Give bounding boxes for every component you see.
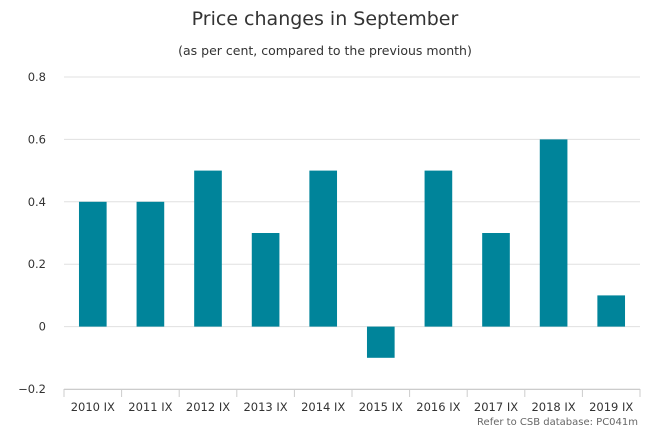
bar[interactable] [366,326,395,358]
bar[interactable] [78,201,107,327]
source-credit[interactable]: Refer to CSB database: PC041m [477,417,638,428]
x-tick-label: 2016 IX [416,400,460,414]
x-tick-label: 2015 IX [359,400,403,414]
bar[interactable] [194,170,222,327]
x-tick-label: 2019 IX [589,400,633,414]
chart-subtitle: (as per cent, compared to the previous m… [178,43,472,58]
bar[interactable] [597,295,626,327]
x-tick-label: 2012 IX [186,400,230,414]
x-tick-label: 2014 IX [301,400,345,414]
bar[interactable] [309,170,338,327]
y-tick-label: 0.2 [28,257,46,271]
y-tick-label: −0.2 [18,382,46,396]
x-tick-label: 2013 IX [243,400,287,414]
x-tick-label: 2010 IX [71,400,115,414]
y-tick-label: 0.6 [28,132,46,146]
y-tick-label: 0.4 [28,195,46,209]
x-tick-label: 2018 IX [531,400,575,414]
y-tick-label: 0.8 [28,70,46,84]
x-tick-label: 2017 IX [474,400,518,414]
bar[interactable] [539,139,568,327]
bar[interactable] [136,201,165,327]
bar[interactable] [251,233,280,327]
bars [78,139,626,358]
chart-title: Price changes in September [191,8,459,30]
x-tick-label: 2011 IX [128,400,172,414]
bar[interactable] [482,233,510,327]
bar[interactable] [424,170,453,327]
y-axis-tick-labels: 0.8 0.6 0.4 0.2 0 −0.2 [18,70,46,396]
x-axis: 2010 IX 2011 IX 2012 IX 2013 IX 2014 IX 2015 … [63,389,641,414]
y-tick-label: 0 [39,320,46,334]
